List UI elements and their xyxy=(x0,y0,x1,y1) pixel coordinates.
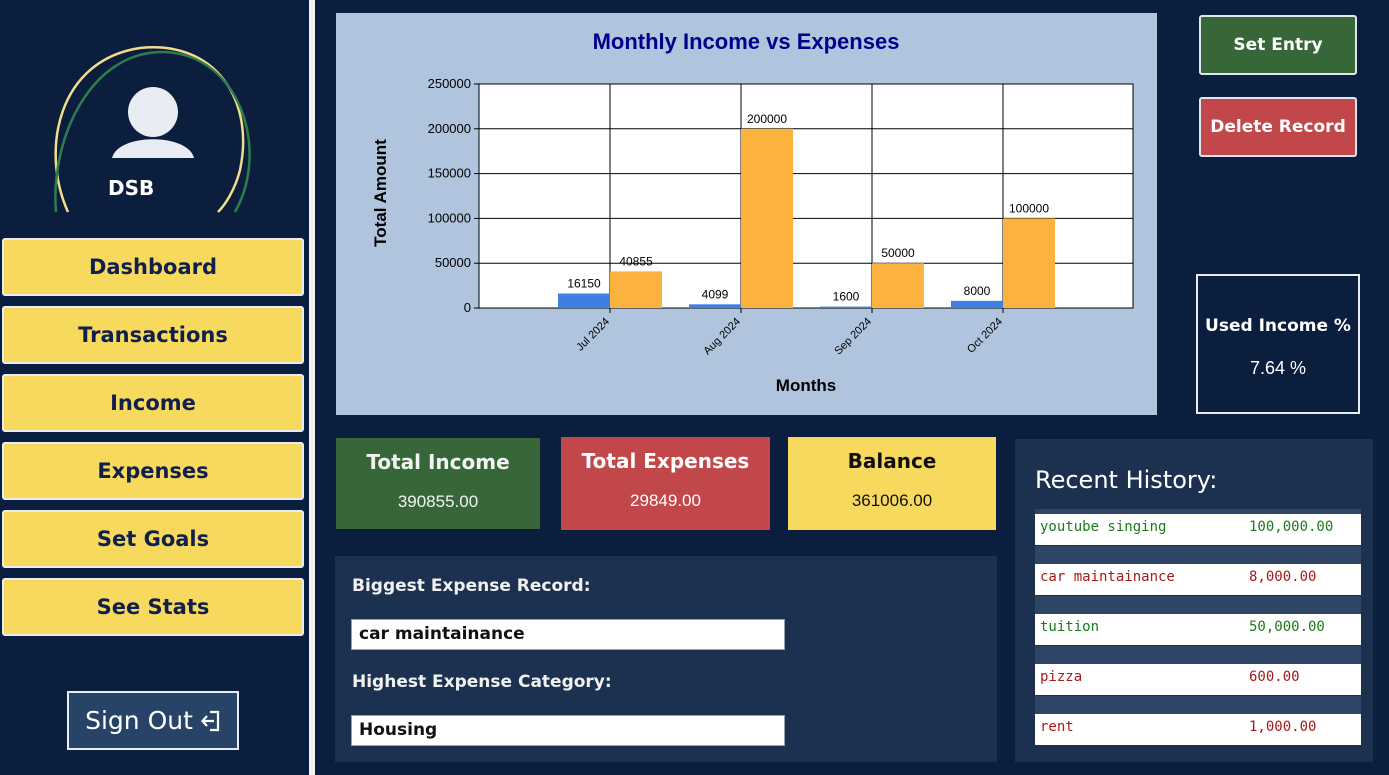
history-row-name: car maintainance xyxy=(1040,569,1175,585)
history-row[interactable]: tuition 50,000.00 xyxy=(1035,614,1361,645)
bar xyxy=(820,306,872,308)
history-row[interactable]: pizza 600.00 xyxy=(1035,664,1361,695)
biggest-expense-label: Biggest Expense Record: xyxy=(352,576,591,596)
avatar xyxy=(40,40,270,215)
data-label: 16150 xyxy=(567,277,601,291)
y-tick-label: 100000 xyxy=(428,210,471,225)
history-row-name: tuition xyxy=(1040,619,1100,635)
history-row-name: rent xyxy=(1040,719,1074,735)
total-expenses-title: Total Expenses xyxy=(581,449,750,473)
highest-category-label: Highest Expense Category: xyxy=(352,672,612,692)
data-label: 8000 xyxy=(964,284,991,298)
y-tick-label: 200000 xyxy=(428,121,471,136)
used-income-label: Used Income % xyxy=(1205,316,1351,336)
bar xyxy=(741,128,793,308)
balance-card: Balance 361006.00 xyxy=(788,437,996,530)
data-label: 1600 xyxy=(833,290,860,304)
sidebar-item-dashboard[interactable]: Dashboard xyxy=(2,238,304,296)
data-label: 100000 xyxy=(1009,201,1049,215)
history-row-name: youtube singing xyxy=(1040,519,1167,535)
y-tick-label: 250000 xyxy=(428,76,471,91)
history-row[interactable]: rent 1,000.00 xyxy=(1035,714,1361,745)
history-row-amount: 100,000.00 xyxy=(1249,519,1334,535)
total-income-value: 390855.00 xyxy=(397,492,479,511)
total-income-card: Total Income 390855.00 xyxy=(335,437,541,530)
x-tick-label: Oct 2024 xyxy=(965,316,1005,356)
used-income-box: Used Income % 7.64 % xyxy=(1196,274,1360,414)
expense-details-panel: Biggest Expense Record: car maintainance… xyxy=(335,556,997,762)
biggest-expense-field[interactable]: car maintainance xyxy=(351,619,785,650)
x-tick-label: Jul 2024 xyxy=(574,316,612,354)
highest-category-field[interactable]: Housing xyxy=(351,715,785,746)
delete-record-button[interactable]: Delete Record xyxy=(1199,97,1357,157)
sign-out-icon xyxy=(200,710,220,731)
balance-value: 361006.00 xyxy=(851,491,933,510)
x-tick-label: Sep 2024 xyxy=(832,316,874,358)
sign-out-label: Sign Out xyxy=(85,706,193,735)
data-label: 50000 xyxy=(881,246,915,260)
data-label: 200000 xyxy=(747,112,787,126)
set-entry-button[interactable]: Set Entry xyxy=(1199,15,1357,75)
bar xyxy=(1003,218,1055,308)
total-expenses-card: Total Expenses 29849.00 xyxy=(561,437,770,530)
history-row-amount: 600.00 xyxy=(1249,669,1300,685)
recent-history-title: Recent History: xyxy=(1035,466,1218,494)
y-tick-label: 50000 xyxy=(435,255,471,270)
sidebar-item-see-stats[interactable]: See Stats xyxy=(2,578,304,636)
sidebar-item-transactions[interactable]: Transactions xyxy=(2,306,304,364)
sidebar-item-set-goals[interactable]: Set Goals xyxy=(2,510,304,568)
history-row-amount: 8,000.00 xyxy=(1249,569,1317,585)
history-separator xyxy=(1035,646,1361,664)
total-income-title: Total Income xyxy=(366,450,510,474)
sign-out-button[interactable]: Sign Out xyxy=(67,691,239,750)
y-tick-label: 0 xyxy=(464,300,471,315)
history-row-amount: 1,000.00 xyxy=(1249,719,1317,735)
history-row[interactable]: youtube singing 100,000.00 xyxy=(1035,514,1361,545)
balance-title: Balance xyxy=(847,449,937,473)
bar xyxy=(951,300,1003,308)
history-separator xyxy=(1035,696,1361,714)
y-tick-label: 150000 xyxy=(428,166,471,181)
y-axis-label: Total Amount xyxy=(371,139,390,247)
bar xyxy=(872,263,924,308)
history-row-amount: 50,000.00 xyxy=(1249,619,1325,635)
sidebar-divider xyxy=(309,0,315,775)
history-separator xyxy=(1035,596,1361,614)
user-name: DSB xyxy=(108,176,155,200)
history-separator xyxy=(1035,546,1361,564)
income-expense-chart: 0 50000 100000 150000 200000 250000 Jul 2024 Au… xyxy=(336,13,1157,415)
x-axis-label: Months xyxy=(776,376,836,395)
chart-title: Monthly Income vs Expenses xyxy=(593,29,900,54)
history-row[interactable]: car maintainance 8,000.00 xyxy=(1035,564,1361,595)
bar xyxy=(610,271,662,308)
data-label: 40855 xyxy=(619,254,653,268)
sidebar-item-expenses[interactable]: Expenses xyxy=(2,442,304,500)
total-expenses-value: 29849.00 xyxy=(630,491,701,510)
chart-canvas: 0 50000 100000 150000 200000 250000 Jul 2024 Au… xyxy=(371,29,1134,395)
sidebar: DSB Dashboard Transactions Income Expens… xyxy=(0,0,308,775)
bar xyxy=(558,293,610,308)
recent-history-panel: Recent History: youtube singing 100,000.… xyxy=(1015,439,1373,762)
used-income-value: 7.64 % xyxy=(1249,358,1307,378)
data-label: 4099 xyxy=(702,287,729,301)
avatar-ring-icon xyxy=(54,46,251,213)
x-tick-label: Aug 2024 xyxy=(701,316,743,358)
sidebar-item-income[interactable]: Income xyxy=(2,374,304,432)
bar xyxy=(689,304,741,308)
history-row-name: pizza xyxy=(1040,669,1083,685)
